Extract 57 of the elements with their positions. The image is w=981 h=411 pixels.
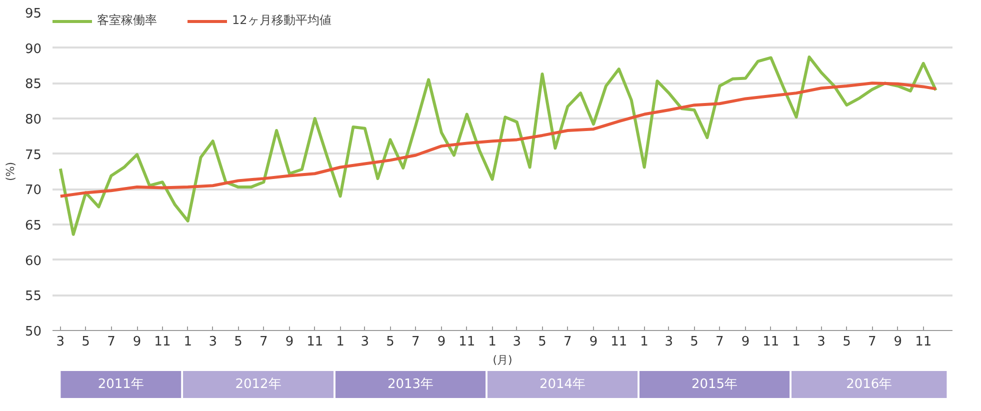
x-tick-label: 11	[610, 334, 628, 350]
y-tick-label: 70	[24, 183, 42, 198]
y-tick-label: 75	[24, 148, 42, 163]
text: 2015年	[691, 377, 738, 392]
x-tick-label: 1	[184, 334, 192, 350]
x-tick-label: 5	[842, 334, 851, 350]
x-tick-label: 5	[386, 334, 394, 350]
x-tick-label: 3	[817, 334, 826, 350]
x-tick-label: 11	[915, 334, 932, 350]
y-tick-label: 50	[24, 324, 42, 340]
text: 2012年	[235, 377, 282, 392]
x-tick-label: 9	[894, 334, 902, 350]
x-tick-label: 1	[336, 334, 344, 350]
x-tick-label: 3	[208, 334, 217, 350]
x-tick-label: 3	[664, 334, 674, 350]
y-axis-title: (%)	[4, 162, 17, 182]
x-tick-label: 5	[538, 334, 546, 350]
legend-label: 12ヶ月移動平均値	[232, 12, 332, 29]
x-tick-label: 5	[234, 334, 242, 350]
x-tick-label: 11	[306, 334, 324, 350]
y-tick-label: 85	[24, 77, 42, 92]
y-tick-label: 60	[24, 254, 42, 269]
y-tick-label: 80	[24, 112, 42, 128]
line-series	[58, 56, 938, 236]
x-tick-label: 7	[868, 334, 876, 350]
text: 2013年	[387, 377, 434, 392]
x-tick-label: 7	[716, 334, 724, 350]
x-tick-label: 7	[107, 334, 116, 350]
x-tick-label: 11	[762, 334, 780, 350]
x-tick-label: 5	[690, 334, 698, 350]
x-tick-label: 9	[285, 334, 294, 350]
text: 2011年	[98, 377, 144, 392]
x-tick-label: 1	[792, 334, 800, 350]
x-tick-label: 7	[260, 334, 268, 350]
x-tick-label: 9	[589, 334, 598, 350]
legend-label: 客室稼働率	[97, 12, 157, 29]
x-tick-label: 1	[640, 334, 648, 350]
x-tick-label: 9	[437, 334, 446, 350]
x-tick-label: 3	[56, 334, 65, 350]
x-tick-label: 5	[82, 334, 90, 350]
x-axis-title: (月)	[492, 354, 512, 366]
y-tick-label: 90	[24, 42, 42, 57]
x-tick-label: 1	[488, 334, 496, 350]
text: 2016年	[846, 377, 892, 392]
y-tick-label: 95	[24, 6, 42, 22]
text: 2014年	[539, 377, 586, 392]
y-tick-label: 65	[24, 218, 42, 234]
x-tick-label: 9	[132, 334, 142, 350]
x-tick-label: 7	[412, 334, 420, 350]
line-series	[58, 82, 938, 198]
x-tick-label: 3	[512, 334, 522, 350]
x-tick-label: 9	[741, 334, 750, 350]
x-tick-label: 7	[564, 334, 572, 350]
x-tick-label: 3	[360, 334, 369, 350]
x-tick-label: 11	[458, 334, 476, 350]
x-tick-label: 11	[154, 334, 171, 350]
y-tick-label: 55	[24, 289, 42, 304]
